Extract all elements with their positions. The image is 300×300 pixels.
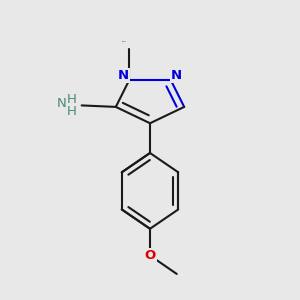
Text: N: N	[57, 98, 67, 110]
Text: H: H	[66, 93, 76, 106]
Text: methyl: methyl	[122, 40, 127, 41]
Text: O: O	[144, 249, 156, 262]
Text: N: N	[171, 69, 182, 82]
Text: H: H	[66, 105, 76, 118]
Text: N: N	[118, 69, 129, 82]
